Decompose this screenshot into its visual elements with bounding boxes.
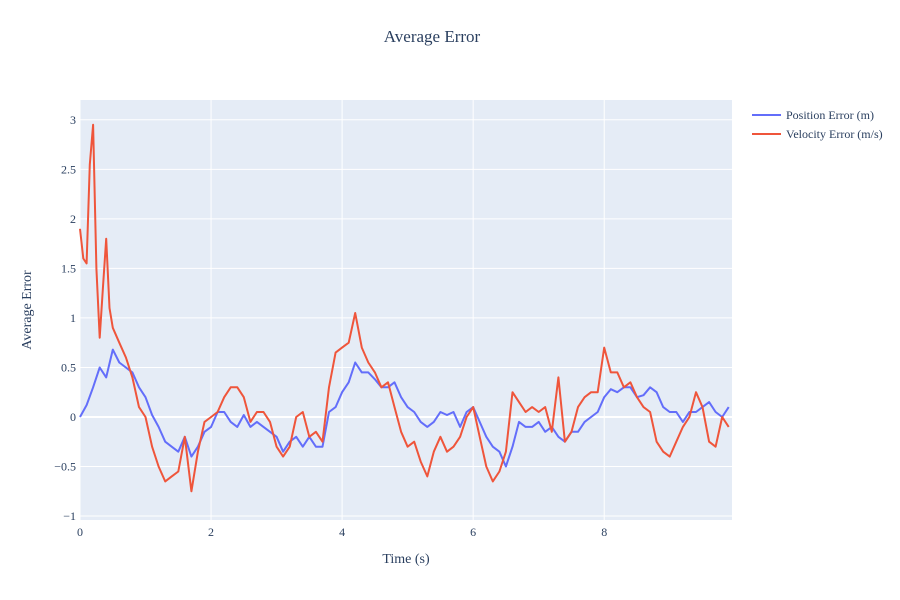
x-tick-label: 2 bbox=[208, 525, 214, 539]
series-line-velocity-error bbox=[79, 123, 730, 493]
x-axis-title: Time (s) bbox=[382, 552, 430, 567]
y-axis-title: Average Error bbox=[20, 270, 35, 350]
y-tick-label: 1 bbox=[70, 311, 76, 325]
series-line-position-error bbox=[79, 348, 730, 468]
y-tick-label: −0.5 bbox=[54, 460, 76, 474]
legend-label-velocity: Velocity Error (m/s) bbox=[786, 127, 883, 141]
x-tick-labels: 0 2 4 6 8 bbox=[77, 525, 607, 539]
legend[interactable]: Position Error (m) Velocity Error (m/s) bbox=[752, 108, 883, 141]
legend-label-position: Position Error (m) bbox=[786, 108, 874, 122]
y-tick-label: 0 bbox=[70, 410, 76, 424]
legend-item-velocity[interactable]: Velocity Error (m/s) bbox=[752, 127, 883, 141]
legend-item-position[interactable]: Position Error (m) bbox=[752, 108, 874, 122]
y-tick-labels: −1 −0.5 0 0.5 1 1.5 2 2.5 3 bbox=[54, 113, 76, 523]
series-layer bbox=[79, 123, 730, 493]
x-tick-label: 0 bbox=[77, 525, 83, 539]
chart-title: Average Error bbox=[384, 27, 481, 46]
y-tick-label: −1 bbox=[63, 509, 76, 523]
plot-area bbox=[80, 100, 732, 520]
y-tick-label: 1.5 bbox=[61, 261, 76, 275]
y-tick-label: 3 bbox=[70, 113, 76, 127]
x-gridlines bbox=[79, 100, 605, 520]
y-tick-label: 2.5 bbox=[61, 162, 76, 176]
y-tick-label: 2 bbox=[70, 212, 76, 226]
x-tick-label: 8 bbox=[601, 525, 607, 539]
y-tick-label: 0.5 bbox=[61, 360, 76, 374]
x-tick-label: 4 bbox=[339, 525, 345, 539]
x-tick-label: 6 bbox=[470, 525, 476, 539]
